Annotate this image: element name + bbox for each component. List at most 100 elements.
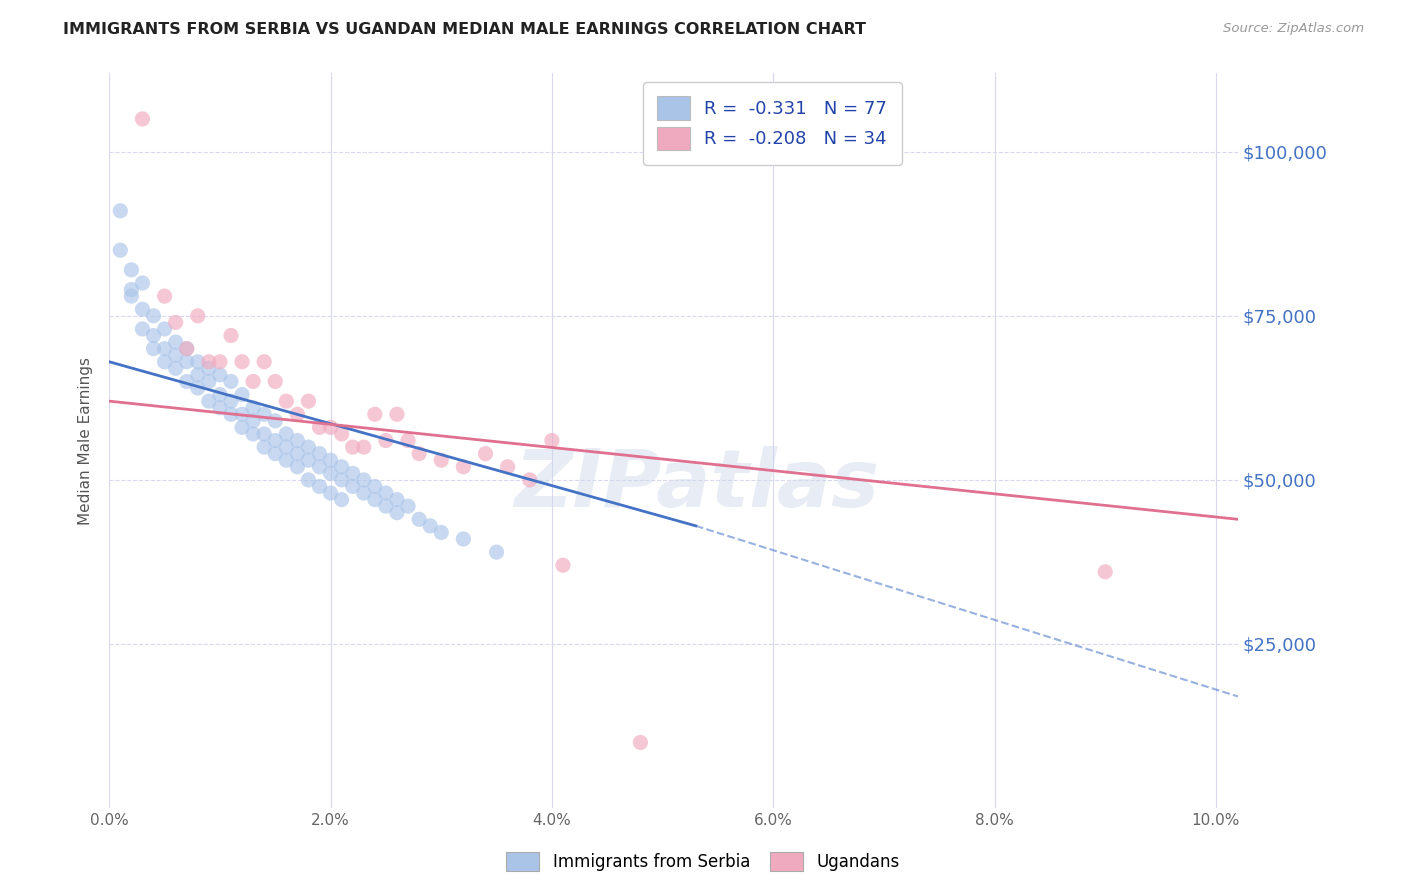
- Point: [142, 328, 165, 343]
- Point: [330, 473, 353, 487]
- Point: [120, 283, 142, 297]
- Point: [308, 420, 330, 434]
- Point: [374, 434, 396, 448]
- Point: [264, 375, 287, 389]
- Legend: R =  -0.331   N = 77, R =  -0.208   N = 34: R = -0.331 N = 77, R = -0.208 N = 34: [643, 82, 901, 164]
- Point: [187, 368, 209, 382]
- Y-axis label: Median Male Earnings: Median Male Earnings: [79, 357, 93, 524]
- Point: [330, 427, 353, 442]
- Point: [319, 420, 342, 434]
- Point: [219, 375, 242, 389]
- Point: [165, 315, 187, 329]
- Point: [231, 387, 253, 401]
- Point: [353, 440, 375, 454]
- Point: [1094, 565, 1116, 579]
- Point: [253, 407, 276, 421]
- Point: [198, 355, 221, 369]
- Point: [176, 342, 198, 356]
- Point: [364, 479, 387, 493]
- Point: [142, 309, 165, 323]
- Point: [364, 492, 387, 507]
- Point: [551, 558, 574, 573]
- Point: [187, 355, 209, 369]
- Point: [253, 355, 276, 369]
- Text: Source: ZipAtlas.com: Source: ZipAtlas.com: [1223, 22, 1364, 36]
- Point: [297, 453, 319, 467]
- Point: [165, 348, 187, 362]
- Point: [353, 486, 375, 500]
- Point: [264, 414, 287, 428]
- Point: [208, 355, 231, 369]
- Point: [242, 427, 264, 442]
- Point: [187, 381, 209, 395]
- Point: [153, 355, 176, 369]
- Point: [242, 375, 264, 389]
- Point: [353, 473, 375, 487]
- Point: [208, 387, 231, 401]
- Point: [430, 453, 453, 467]
- Point: [519, 473, 541, 487]
- Point: [131, 276, 153, 290]
- Point: [453, 532, 475, 546]
- Point: [628, 735, 651, 749]
- Legend: Immigrants from Serbia, Ugandans: Immigrants from Serbia, Ugandans: [498, 843, 908, 880]
- Point: [120, 263, 142, 277]
- Text: IMMIGRANTS FROM SERBIA VS UGANDAN MEDIAN MALE EARNINGS CORRELATION CHART: IMMIGRANTS FROM SERBIA VS UGANDAN MEDIAN…: [63, 22, 866, 37]
- Point: [408, 447, 430, 461]
- Point: [242, 401, 264, 415]
- Text: ZIPatlas: ZIPatlas: [513, 446, 879, 524]
- Point: [276, 394, 298, 409]
- Point: [198, 394, 221, 409]
- Point: [330, 459, 353, 474]
- Point: [430, 525, 453, 540]
- Point: [297, 473, 319, 487]
- Point: [176, 355, 198, 369]
- Point: [319, 453, 342, 467]
- Point: [219, 394, 242, 409]
- Point: [110, 243, 132, 257]
- Point: [496, 459, 519, 474]
- Point: [276, 440, 298, 454]
- Point: [208, 401, 231, 415]
- Point: [231, 355, 253, 369]
- Point: [408, 512, 430, 526]
- Point: [198, 375, 221, 389]
- Point: [219, 328, 242, 343]
- Point: [297, 440, 319, 454]
- Point: [485, 545, 508, 559]
- Point: [319, 486, 342, 500]
- Point: [187, 309, 209, 323]
- Point: [276, 453, 298, 467]
- Point: [541, 434, 564, 448]
- Point: [396, 499, 419, 513]
- Point: [285, 407, 308, 421]
- Point: [396, 434, 419, 448]
- Point: [285, 459, 308, 474]
- Point: [231, 420, 253, 434]
- Point: [253, 440, 276, 454]
- Point: [308, 447, 330, 461]
- Point: [374, 486, 396, 500]
- Point: [264, 447, 287, 461]
- Point: [120, 289, 142, 303]
- Point: [419, 519, 441, 533]
- Point: [153, 289, 176, 303]
- Point: [165, 334, 187, 349]
- Point: [308, 479, 330, 493]
- Point: [308, 459, 330, 474]
- Point: [110, 203, 132, 218]
- Point: [176, 375, 198, 389]
- Point: [364, 407, 387, 421]
- Point: [385, 506, 408, 520]
- Point: [285, 434, 308, 448]
- Point: [453, 459, 475, 474]
- Point: [385, 492, 408, 507]
- Point: [153, 322, 176, 336]
- Point: [131, 112, 153, 126]
- Point: [285, 447, 308, 461]
- Point: [276, 427, 298, 442]
- Point: [474, 447, 496, 461]
- Point: [242, 414, 264, 428]
- Point: [231, 407, 253, 421]
- Point: [153, 342, 176, 356]
